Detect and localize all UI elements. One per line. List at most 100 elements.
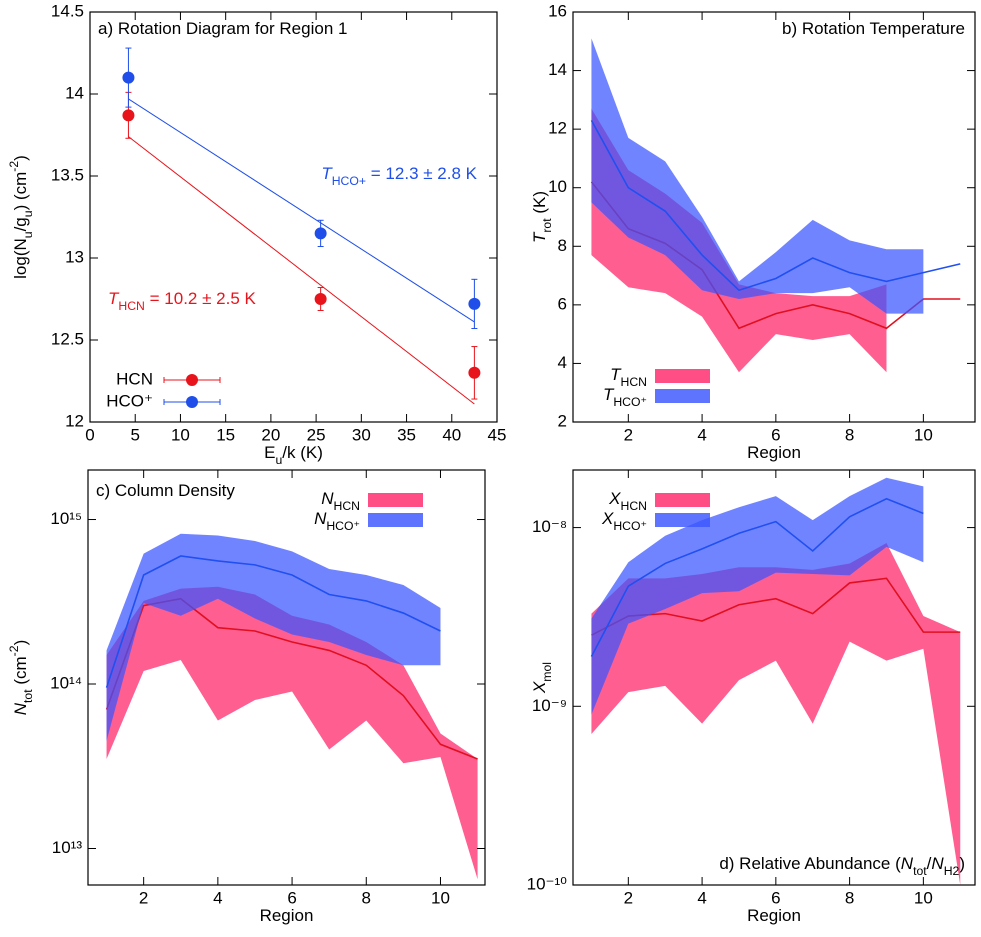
y-tick-label: 13.5 <box>51 165 84 184</box>
text-part: HCN <box>620 499 647 513</box>
x-tick-label: 4 <box>213 888 222 907</box>
y-tick-label: 10 <box>548 177 567 196</box>
text-part: X <box>601 509 614 528</box>
x-tick-label: 2 <box>139 888 148 907</box>
text-part: X <box>608 489 621 508</box>
text-part: HCO+ <box>332 174 366 188</box>
x-tick-label: 6 <box>771 425 780 444</box>
x-axis-label: Region <box>747 906 801 925</box>
text-part: /g <box>11 217 30 231</box>
frame <box>572 469 976 886</box>
x-tick-label: 45 <box>488 425 507 444</box>
point <box>314 293 327 305</box>
y-axis-label: Xmol <box>530 662 554 694</box>
y-tick-label: 8 <box>558 236 567 255</box>
text-part: tot <box>21 689 35 703</box>
band <box>591 477 924 715</box>
x-tick-label: 30 <box>352 425 371 444</box>
text-part: d) Relative Abundance ( <box>719 854 901 873</box>
text-part: E <box>264 443 275 462</box>
x-tick-label: 8 <box>362 888 371 907</box>
x-tick-label: 40 <box>442 425 461 444</box>
legend-marker <box>186 396 198 408</box>
line <box>590 119 961 292</box>
text-part: HCN <box>620 375 647 389</box>
panel-title: d) Relative Abundance (Ntot/NH2) <box>719 854 965 878</box>
y-tick-label: 13 <box>65 247 84 266</box>
y-tick-label: 10¹³ <box>52 838 83 857</box>
plot-area <box>122 47 481 405</box>
text-part: T <box>530 231 549 243</box>
text-part: rot <box>540 218 554 233</box>
text-part: mol <box>540 662 554 682</box>
line <box>590 497 924 657</box>
y-tick-label: 4 <box>558 353 567 372</box>
x-tick-label: 5 <box>130 425 139 444</box>
frame <box>89 11 498 423</box>
legend-label: THCN <box>610 365 647 389</box>
x-tick-label: 4 <box>697 425 706 444</box>
x-tick-label: 10 <box>431 888 450 907</box>
plot-area <box>590 38 961 373</box>
point <box>468 297 481 310</box>
text-part: u <box>21 210 35 217</box>
text-part: Region <box>260 906 314 925</box>
y-tick-label: 6 <box>558 294 567 313</box>
x-axis-label: Region <box>747 443 801 462</box>
annotation: THCO+ = 12.3 ± 2.8 K <box>321 164 477 188</box>
legend-marker <box>186 374 198 386</box>
point <box>468 366 481 379</box>
text-part: N <box>931 854 944 873</box>
y-tick-label: 10⁻⁸ <box>532 517 567 536</box>
y-tick-label: 14.5 <box>51 1 84 20</box>
band <box>591 38 924 314</box>
text-part: T <box>108 289 120 308</box>
band <box>591 108 887 373</box>
text-part: ) (cm <box>11 172 30 211</box>
text-part: N <box>11 702 30 715</box>
plot-area <box>105 533 478 880</box>
text-part: T <box>610 365 622 384</box>
legend-swatch <box>655 369 710 383</box>
text-part: = 10.2 ± 2.5 K <box>145 289 257 308</box>
frame <box>87 469 486 886</box>
text-part: T <box>603 385 615 404</box>
text-part: a) Rotation Diagram for Region 1 <box>98 19 347 38</box>
legend-swatch <box>655 513 710 527</box>
legend-label: THCO⁺ <box>603 385 647 409</box>
y-tick-label: 10⁻⁹ <box>532 696 567 715</box>
y-tick-label: 10¹⁴ <box>50 673 82 692</box>
x-tick-label: 25 <box>307 425 326 444</box>
x-tick-label: 6 <box>287 888 296 907</box>
y-axis-label: Ntot (cm-2) <box>7 640 35 716</box>
text-part: HCN <box>333 499 360 513</box>
text-part: HCO⁺ <box>326 519 360 533</box>
text-part: / <box>927 854 932 873</box>
line <box>105 555 441 688</box>
panel-title: a) Rotation Diagram for Region 1 <box>98 19 347 38</box>
legend-label: HCN <box>116 369 153 388</box>
legend-swatch <box>368 513 423 527</box>
legend-label: XHCO⁺ <box>601 509 647 533</box>
frame <box>572 11 976 423</box>
legend-swatch <box>655 389 710 403</box>
text-part: ) <box>11 640 30 646</box>
legend-label: NHCO⁺ <box>314 509 360 533</box>
text-part: T <box>321 164 333 183</box>
text-part: u <box>275 453 282 467</box>
plot-area <box>590 477 961 885</box>
x-axis-label: Eu/k (K) <box>264 443 323 467</box>
text-part: N <box>321 489 334 508</box>
x-tick-label: 6 <box>771 888 780 907</box>
band <box>591 542 961 885</box>
x-tick-label: 15 <box>216 425 235 444</box>
x-tick-label: 10 <box>914 425 933 444</box>
text-part: HCO⁺ <box>613 519 647 533</box>
band <box>106 533 441 742</box>
legend-label: NHCN <box>321 489 360 513</box>
x-tick-label: 2 <box>624 425 633 444</box>
text-part: X <box>530 681 549 694</box>
y-tick-label: 14 <box>65 83 84 102</box>
